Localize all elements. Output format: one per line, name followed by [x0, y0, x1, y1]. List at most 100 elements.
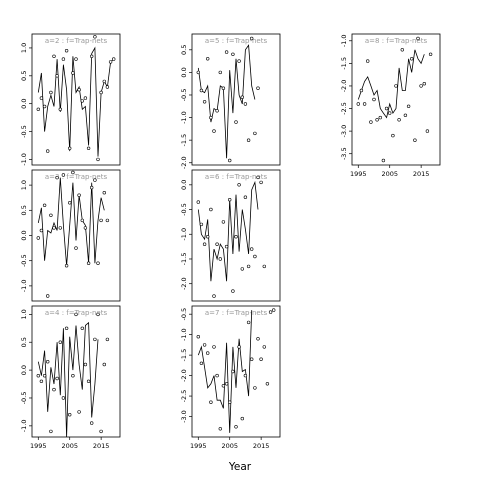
x-tick-label: 1995 [30, 442, 47, 450]
panel-title: a=5 : f=Trap-nets [205, 37, 268, 45]
observed-point [42, 374, 47, 378]
observed-point [202, 343, 207, 347]
x-tick-label: 1995 [190, 442, 207, 450]
fitted-line [197, 310, 253, 433]
observed-point [224, 244, 229, 249]
observed-point [64, 48, 69, 53]
observed-point [83, 96, 88, 100]
observed-point [77, 87, 81, 92]
observed-point [71, 170, 75, 175]
observed-point [381, 158, 386, 163]
panel-title: a=2 : f=Trap-nets [45, 37, 108, 45]
observed-point [228, 198, 232, 202]
fitted-line [37, 46, 114, 157]
panel-1: a=2 : f=Trap-nets -1.0 -0.5 0.0 0.5 1.0 [20, 33, 121, 166]
observed-point [196, 70, 201, 75]
observed-point [246, 320, 251, 325]
observed-point [391, 133, 395, 138]
observed-point [99, 218, 103, 223]
y-tick-label: -1.5 [180, 134, 188, 147]
observed-point [111, 57, 116, 61]
y-tick-label: 1.0 [20, 43, 28, 53]
x-tick-label: 2005 [61, 442, 78, 450]
y-tick-label: -2.0 [180, 369, 188, 382]
y-tick-label: -0.5 [180, 308, 188, 321]
observed-point [39, 96, 44, 100]
fitted-line [37, 321, 99, 438]
y-tick-label: -3.5 [340, 147, 348, 160]
y-tick-label: 0.5 [180, 45, 188, 55]
panel-frame [191, 305, 281, 438]
observed-point [262, 345, 266, 349]
observed-point [45, 149, 50, 153]
observed-point [228, 400, 232, 404]
y-tick-label: -1.0 [20, 153, 28, 166]
observed-point [89, 421, 94, 425]
observed-point [55, 376, 59, 381]
panel-frame [191, 33, 281, 166]
panel-title: a=7 : f=Trap-nets [205, 309, 268, 317]
y-tick-label: 1.0 [20, 180, 28, 190]
y-tick-label: -2.0 [340, 80, 348, 93]
observed-point [359, 88, 364, 93]
y-tick-label: -3.0 [340, 125, 348, 138]
observed-point [202, 242, 207, 246]
panel-frame [191, 169, 281, 302]
observed-point [206, 235, 210, 239]
panel-title: a=8 : f=Trap-nets [365, 37, 428, 45]
observed-point [212, 294, 216, 298]
observed-point [93, 178, 97, 182]
observed-point [209, 207, 213, 212]
observed-point [74, 312, 78, 317]
observed-point [413, 138, 417, 142]
observed-point [215, 242, 219, 246]
observed-point [67, 201, 72, 205]
observed-point [212, 345, 216, 349]
y-tick-label: 0.5 [20, 71, 28, 81]
observed-point [55, 74, 59, 78]
observed-point [366, 59, 370, 63]
observed-point [93, 337, 97, 342]
observed-point [49, 90, 53, 95]
observed-point [388, 111, 392, 115]
y-tick-label: 0.0 [180, 67, 188, 77]
observed-point [240, 95, 245, 99]
y-tick-label: -1.5 [340, 57, 348, 70]
observed-point [246, 138, 251, 142]
observed-point [403, 113, 408, 118]
observed-point [256, 337, 260, 341]
observed-point [105, 218, 110, 223]
observed-point [52, 387, 56, 392]
observed-point [375, 118, 379, 122]
y-tick-label: -1.5 [180, 349, 188, 362]
observed-point [199, 361, 204, 365]
fitted-line [357, 49, 425, 119]
y-tick-label: -1.0 [20, 280, 28, 293]
panel-frame [351, 33, 441, 166]
observed-point [228, 158, 232, 163]
observed-point [96, 312, 100, 317]
observed-point [243, 195, 248, 199]
observed-point [96, 261, 100, 265]
x-tick-label: 2005 [381, 170, 398, 178]
observed-point [74, 246, 78, 250]
panel-5: a=6 : f=Trap-nets -2.0 -1.5 -1.0 -0.5 0.0 [180, 169, 281, 302]
y-tick-label: 0.5 [20, 337, 28, 347]
y-tick-label: -1.0 [180, 228, 188, 241]
observed-point [410, 57, 414, 61]
observed-point [218, 427, 223, 431]
observed-point [240, 267, 245, 271]
observed-point [39, 228, 44, 233]
y-tick-label: -1.0 [180, 328, 188, 341]
observed-point [64, 264, 69, 268]
y-tick-label: -3.0 [180, 410, 188, 423]
panel-title: a=3 : f=Trap-nets [45, 173, 108, 181]
panel-frame [31, 305, 121, 438]
observed-point [77, 410, 81, 414]
observed-point [80, 326, 85, 330]
observed-point [202, 100, 207, 104]
observed-point [221, 86, 226, 90]
observed-point [262, 264, 266, 269]
observed-point [234, 425, 238, 429]
